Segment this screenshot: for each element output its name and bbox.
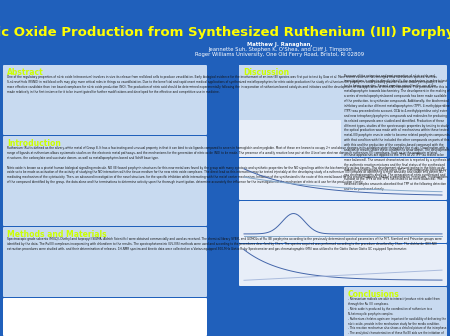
Text: Because of the extensive and past properties of nitric oxide and investigations : Because of the extensive and past proper… (344, 75, 450, 191)
FancyBboxPatch shape (3, 298, 207, 336)
Text: Jeannette Suh, Stephen K. O'Shea, and Cliff J. Timpson: Jeannette Suh, Stephen K. O'Shea, and Cl… (208, 47, 352, 52)
Text: Conclusions: Conclusions (348, 290, 400, 299)
FancyBboxPatch shape (239, 65, 341, 122)
Text: - Nitrosonium radicals are able to interact (produce nitric oxide) from through : - Nitrosonium radicals are able to inter… (348, 297, 447, 336)
Text: Introduction: Introduction (7, 139, 61, 148)
FancyBboxPatch shape (239, 158, 447, 200)
Text: Abstract: Abstract (7, 68, 44, 77)
Text: Spectroscopic grade solvents (MilliQ), Diethyl and Isopropyl (SIGMA, Aldrich Sci: Spectroscopic grade solvents (MilliQ), D… (7, 237, 442, 251)
Text: Roger Williams University, One Old Ferry Road, Bristol, RI 02809: Roger Williams University, One Old Ferry… (195, 52, 364, 57)
FancyBboxPatch shape (239, 120, 341, 157)
FancyBboxPatch shape (3, 65, 207, 135)
FancyBboxPatch shape (3, 227, 207, 297)
FancyBboxPatch shape (239, 65, 447, 157)
FancyBboxPatch shape (239, 201, 447, 243)
Text: Matthew J. Ranaghan,: Matthew J. Ranaghan, (248, 42, 313, 47)
Text: Discussion: Discussion (243, 68, 289, 77)
FancyBboxPatch shape (239, 244, 447, 286)
Text: Nitric Oxide Production from Synthesized Ruthenium (III) Porphyrins: Nitric Oxide Production from Synthesized… (0, 26, 450, 39)
FancyBboxPatch shape (344, 287, 447, 336)
Text: Methods and Materials: Methods and Materials (7, 230, 107, 239)
Text: Ruthenium (Ru) is defined as the silvery-white metal of Group 8. It has a fascin: Ruthenium (Ru) is defined as the silvery… (7, 146, 448, 184)
FancyBboxPatch shape (3, 136, 207, 226)
Text: One of the regulatory properties of nitric oxide (nitrosonium) involves in vivo : One of the regulatory properties of nitr… (7, 75, 447, 94)
